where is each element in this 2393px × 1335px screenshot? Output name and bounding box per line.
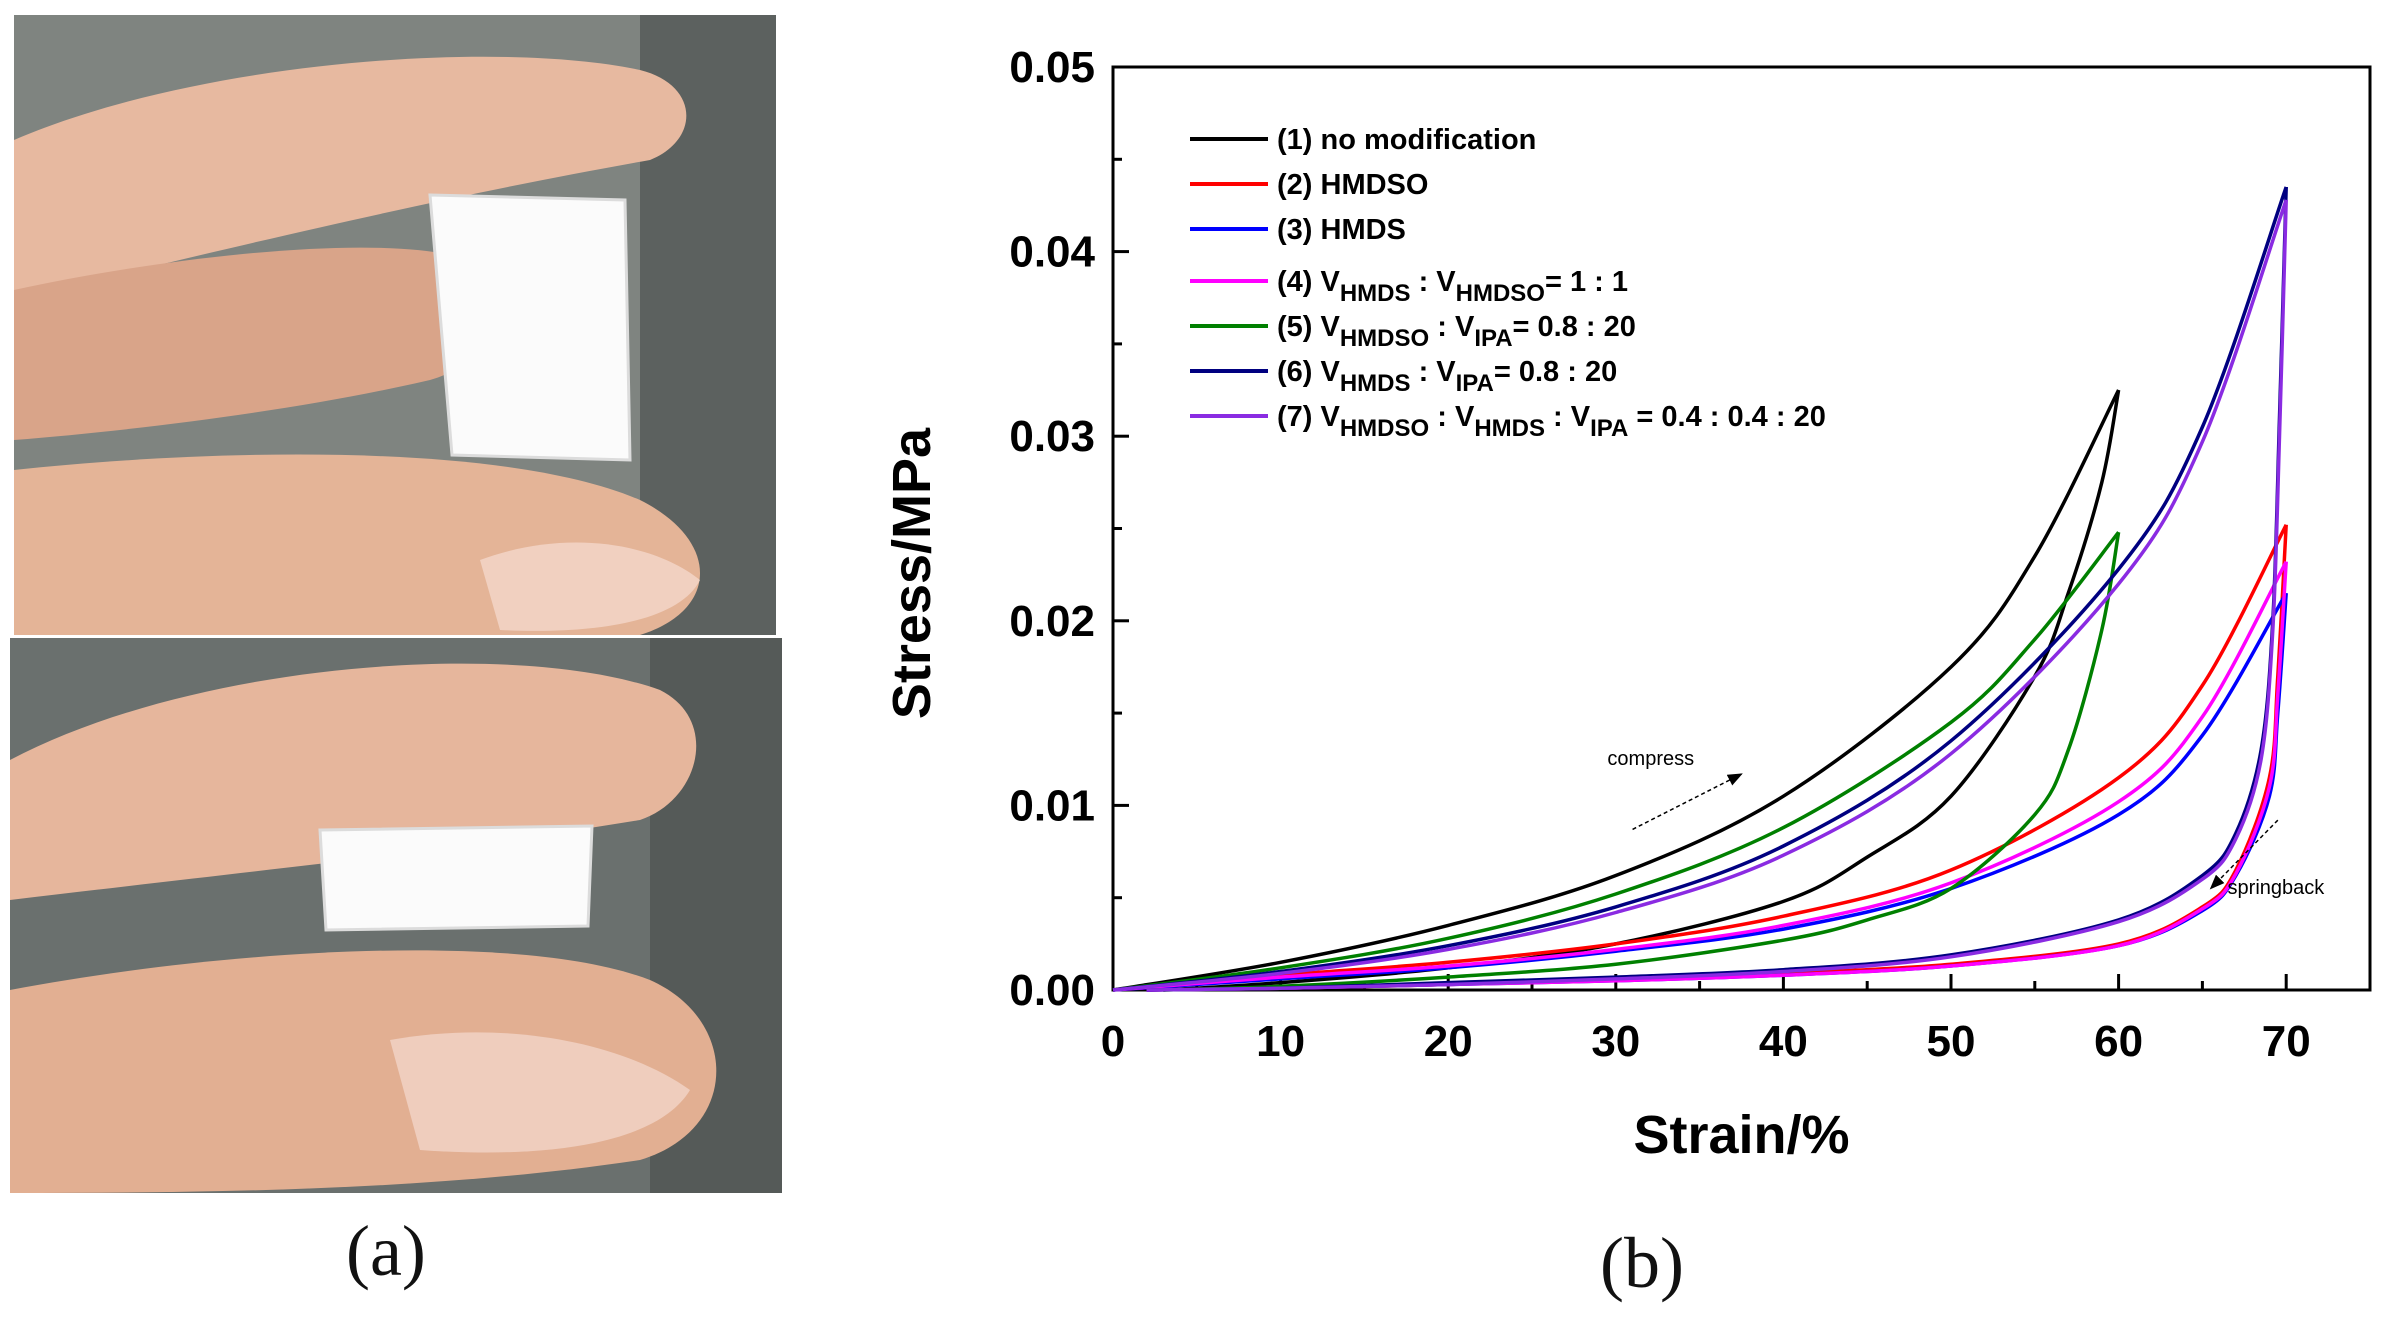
panel-a-label: (a) bbox=[346, 1211, 426, 1291]
legend-entry-s7: (7) VHMDSO : VHMDS : VIPA = 0.4 : 0.4 : … bbox=[1190, 401, 1826, 442]
legend-text: : V bbox=[1429, 401, 1475, 433]
annotations: compress springback bbox=[1607, 748, 2325, 899]
annotation-springback: springback bbox=[2209, 819, 2326, 899]
photo-panel-a bbox=[10, 15, 782, 1193]
legend-text: (4) V bbox=[1277, 266, 1341, 298]
legend-text: = 1 : 1 bbox=[1545, 266, 1628, 298]
x-tick-label: 40 bbox=[1759, 1017, 1808, 1066]
legend-label: (5) VHMDSO : VIPA= 0.8 : 20 bbox=[1277, 311, 1636, 352]
legend: (1) no modification (2) HMDSO (3) HMDS (4) … bbox=[1190, 124, 1826, 442]
legend-text: : V bbox=[1411, 266, 1457, 298]
x-tick-label: 30 bbox=[1591, 1017, 1640, 1066]
legend-text: = 0.8 : 20 bbox=[1494, 356, 1617, 388]
legend-text: (7) V bbox=[1277, 401, 1341, 433]
legend-text: : V bbox=[1545, 401, 1591, 433]
legend-text: : V bbox=[1411, 356, 1457, 388]
legend-subscript: IPA bbox=[1474, 325, 1512, 352]
legend-subscript: HMDS bbox=[1474, 415, 1545, 442]
annotation-label: springback bbox=[2228, 877, 2326, 899]
legend-subscript: IPA bbox=[1590, 415, 1628, 442]
legend-label: (3) HMDS bbox=[1277, 214, 1406, 246]
legend-entry-s3: (3) HMDS bbox=[1190, 214, 1406, 246]
y-tick-label: 0.03 bbox=[1009, 412, 1095, 461]
series-s7-unloading-line bbox=[1146, 199, 2288, 992]
legend-text: : V bbox=[1429, 311, 1475, 343]
legend-label: (2) HMDSO bbox=[1277, 169, 1428, 201]
x-tick-label: 70 bbox=[2262, 1017, 2311, 1066]
legend-subscript: IPA bbox=[1456, 370, 1494, 397]
annotation-arrow bbox=[1632, 773, 1743, 831]
legend-subscript: HMDS bbox=[1340, 370, 1411, 397]
series-s7 bbox=[1112, 199, 2288, 992]
annotation-arrow bbox=[2209, 819, 2279, 890]
series-s4-loading-line bbox=[1112, 560, 2288, 992]
data-series bbox=[1112, 186, 2288, 992]
plot-frame bbox=[1111, 65, 2372, 992]
x-tick-label: 60 bbox=[2094, 1017, 2143, 1066]
x-tick-label: 20 bbox=[1424, 1017, 1473, 1066]
series-s5 bbox=[1112, 531, 2121, 992]
y-tick-label: 0.02 bbox=[1009, 597, 1095, 646]
legend-entry-s4: (4) VHMDS : VHMDSO= 1 : 1 bbox=[1190, 266, 1628, 307]
plot-area bbox=[1111, 65, 2372, 992]
series-s5-unloading-line bbox=[1163, 531, 2121, 992]
panel-b-label: (b) bbox=[1600, 1223, 1684, 1303]
series-s5-loading-line bbox=[1112, 531, 2120, 992]
annotation-compress: compress bbox=[1607, 748, 1743, 831]
legend-entry-s5: (5) VHMDSO : VIPA= 0.8 : 20 bbox=[1190, 311, 1636, 352]
series-s1 bbox=[1112, 389, 2121, 992]
x-tick-label: 50 bbox=[1927, 1017, 1976, 1066]
legend-text: (6) V bbox=[1277, 356, 1341, 388]
legend-text: = 0.4 : 0.4 : 20 bbox=[1628, 401, 1825, 433]
legend-entry-s6: (6) VHMDS : VIPA= 0.8 : 20 bbox=[1190, 356, 1617, 397]
series-s3-loading-line bbox=[1112, 592, 2288, 992]
y-tick-label: 0.04 bbox=[1009, 228, 1095, 277]
y-tick-label: 0.05 bbox=[1009, 43, 1095, 92]
legend-label: (1) no modification bbox=[1277, 124, 1536, 156]
legend-label: (4) VHMDS : VHMDSO= 1 : 1 bbox=[1277, 266, 1628, 307]
y-axis-label: Stress/MPa bbox=[882, 427, 942, 719]
series-s1-loading-line bbox=[1112, 389, 2121, 992]
x-axis-label: Strain/% bbox=[1633, 1105, 1849, 1165]
legend-text: (5) V bbox=[1277, 311, 1341, 343]
legend-entry-s2: (2) HMDSO bbox=[1190, 169, 1428, 201]
y-tick-label: 0.00 bbox=[1009, 966, 1095, 1015]
annotation-label: compress bbox=[1607, 748, 1694, 770]
axis-ticks: 0 10 20 30 40 50 60 70 0.00 0.01 0.02 0.03 0.04 0.05 bbox=[1009, 43, 2310, 1066]
series-s2-loading-line bbox=[1112, 523, 2288, 992]
legend-subscript: HMDS bbox=[1340, 280, 1411, 307]
legend-label: (7) VHMDSO : VHMDS : VIPA = 0.4 : 0.4 : … bbox=[1277, 401, 1826, 442]
y-tick-label: 0.01 bbox=[1009, 781, 1095, 830]
legend-subscript: HMDSO bbox=[1340, 415, 1429, 442]
legend-subscript: HMDSO bbox=[1456, 280, 1545, 307]
legend-entry-s1: (1) no modification bbox=[1190, 124, 1536, 156]
series-s7-loading-line bbox=[1112, 199, 2288, 992]
legend-label: (6) VHMDS : VIPA= 0.8 : 20 bbox=[1277, 356, 1617, 397]
x-tick-label: 0 bbox=[1101, 1017, 1125, 1066]
photo-uncompressed bbox=[14, 15, 776, 635]
series-s4-unloading-line bbox=[1146, 561, 2288, 992]
x-tick-label: 10 bbox=[1256, 1017, 1305, 1066]
series-s6-loading-line bbox=[1112, 186, 2288, 992]
legend-text: = 0.8 : 20 bbox=[1513, 311, 1636, 343]
photo-compressed bbox=[10, 638, 782, 1193]
legend-subscript: HMDSO bbox=[1340, 325, 1429, 352]
